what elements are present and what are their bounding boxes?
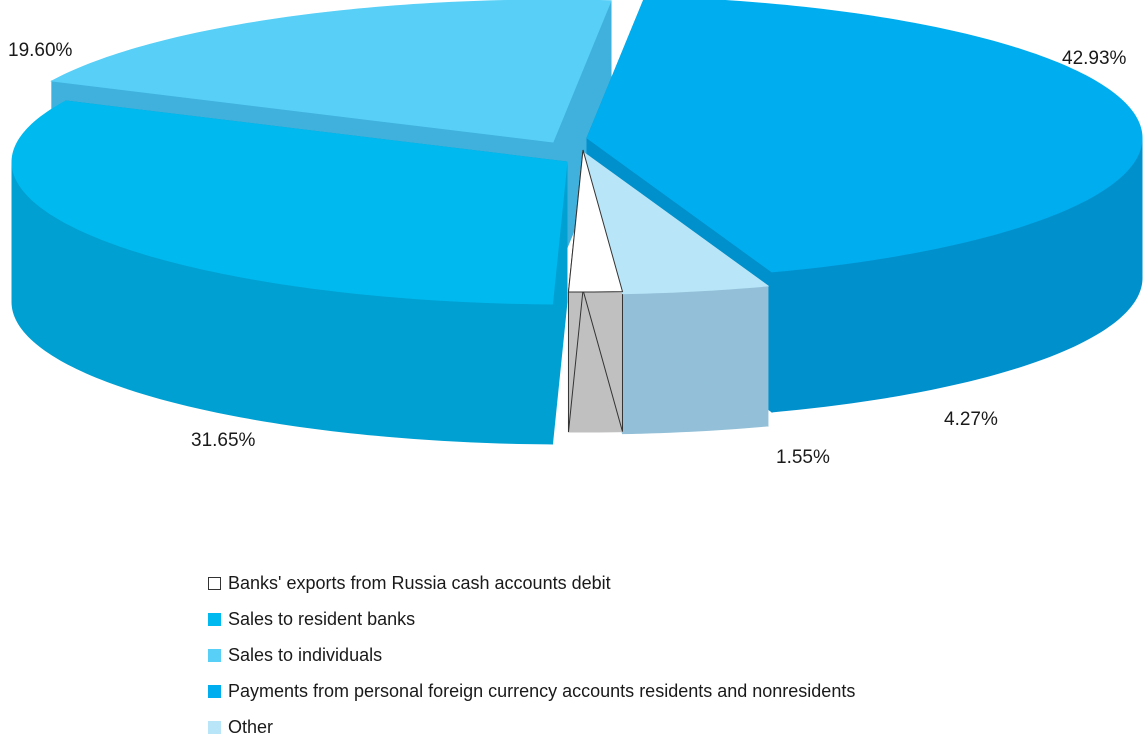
legend-swatch (208, 684, 221, 698)
legend-label: Other (228, 716, 274, 737)
legend-swatch (208, 720, 221, 734)
legend-item-resident-banks: Sales to resident banks (208, 601, 855, 637)
legend-swatch (208, 612, 221, 626)
legend-label: Sales to individuals (228, 644, 383, 665)
legend-item-individuals: Sales to individuals (208, 637, 855, 673)
slice-value-label-payments: 42.93% (1062, 48, 1127, 69)
pie-chart-svg (11, 0, 1143, 445)
pie-slice (567, 149, 624, 293)
chart-legend: Banks' exports from Russia cash accounts… (208, 565, 855, 745)
slice-value-label-individuals: 19.60% (8, 40, 73, 61)
legend-label: Sales to resident banks (228, 608, 416, 629)
pie-slice (586, 0, 1143, 273)
slice-value-label-banks-exports: 1.55% (776, 447, 830, 468)
legend-swatch (208, 576, 221, 590)
slice-value-label-resident-banks: 31.65% (191, 430, 256, 451)
legend-label: Payments from personal foreign currency … (228, 680, 856, 701)
legend-label: Banks' exports from Russia cash accounts… (228, 572, 611, 593)
slice-value-label-other: 4.27% (944, 409, 998, 430)
pie-chart (11, 0, 1143, 445)
legend-swatch (208, 648, 221, 662)
legend-item-other: Other (208, 709, 855, 745)
legend-item-payments: Payments from personal foreign currency … (208, 673, 855, 709)
pie-slice (582, 150, 770, 295)
legend-item-banks-exports: Banks' exports from Russia cash accounts… (208, 565, 855, 601)
pie-slice (50, 0, 612, 143)
pie-slice (11, 100, 568, 305)
